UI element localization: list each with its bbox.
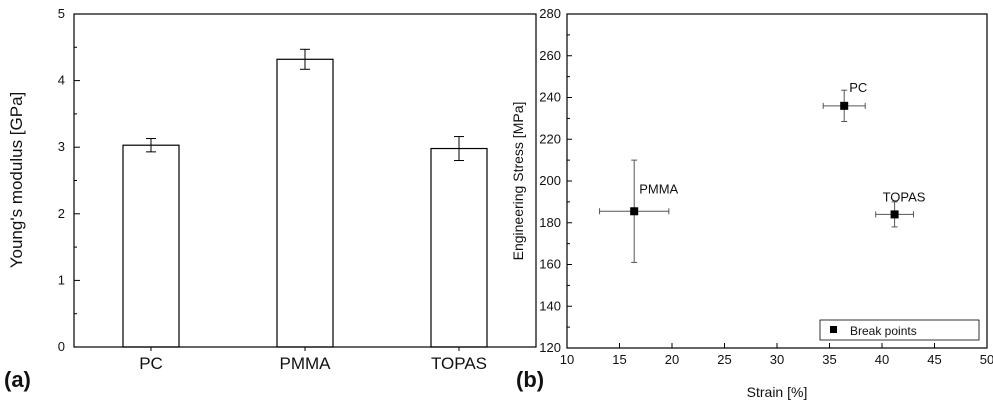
category-label: PC — [139, 354, 163, 373]
y-tick-label: 1 — [58, 272, 65, 287]
y-axis-label: Young's modulus [GPa] — [7, 92, 26, 269]
plot-area-frame — [566, 13, 988, 349]
y-tick-label: 0 — [58, 339, 65, 354]
y-tick-label: 140 — [539, 298, 561, 313]
x-tick-label: 35 — [822, 352, 836, 367]
legend-marker — [830, 326, 837, 333]
bar — [122, 144, 180, 348]
y-tick-label: 3 — [58, 139, 65, 154]
y-axis-ticks: 0 1 2 3 4 5 PC PMMA TOPAS — [58, 6, 487, 373]
legend: Break points — [819, 319, 980, 341]
y-tick-label: 280 — [539, 6, 561, 21]
category-label: PMMA — [280, 354, 332, 373]
y-tick-label: 180 — [539, 215, 561, 230]
data-point-marker — [630, 207, 639, 216]
y-tick-label: 160 — [539, 257, 561, 272]
data-point-marker — [840, 101, 849, 110]
y-tick-label: 120 — [539, 340, 561, 355]
x-tick-label: 40 — [875, 352, 889, 367]
data-point-marker — [890, 210, 899, 219]
y-axis-label: Engineering Stress [MPa] — [510, 102, 526, 261]
x-axis-label: Strain [%] — [747, 384, 808, 400]
x-tick-label: 15 — [612, 352, 626, 367]
plot-area-frame — [73, 13, 537, 348]
bar — [276, 58, 334, 348]
y-tick-label: 200 — [539, 173, 561, 188]
x-tick-label: 20 — [665, 352, 679, 367]
data-points: PMMA PC TOPAS — [599, 80, 926, 263]
x-tick-label: 30 — [770, 352, 784, 367]
x-tick-label: 50 — [980, 352, 993, 367]
y-tick-label: 260 — [539, 48, 561, 63]
panel-label-a: (a) — [4, 367, 31, 392]
legend-label: Break points — [850, 324, 917, 338]
x-tick-label: 45 — [927, 352, 941, 367]
category-label: TOPAS — [431, 354, 487, 373]
y-tick-label: 220 — [539, 131, 561, 146]
y-tick-label: 2 — [58, 206, 65, 221]
axis-ticks: 10 15 20 25 30 35 40 45 50 120 140 160 180 200 220 240 2… — [539, 6, 993, 367]
x-tick-label: 10 — [560, 352, 574, 367]
bars — [122, 48, 488, 348]
y-tick-label: 240 — [539, 90, 561, 105]
y-tick-label: 5 — [58, 6, 65, 21]
panel-label-b: (b) — [516, 367, 544, 392]
point-label: PMMA — [639, 181, 678, 196]
y-tick-label: 4 — [58, 73, 65, 88]
point-label: PC — [849, 80, 867, 95]
x-tick-label: 25 — [717, 352, 731, 367]
bar — [430, 147, 488, 348]
legend-box — [819, 319, 980, 341]
stress-strain-scatter-chart: 10 15 20 25 30 35 40 45 50 120 140 160 180 200 220 240 2… — [510, 6, 993, 400]
point-label: TOPAS — [883, 189, 926, 204]
